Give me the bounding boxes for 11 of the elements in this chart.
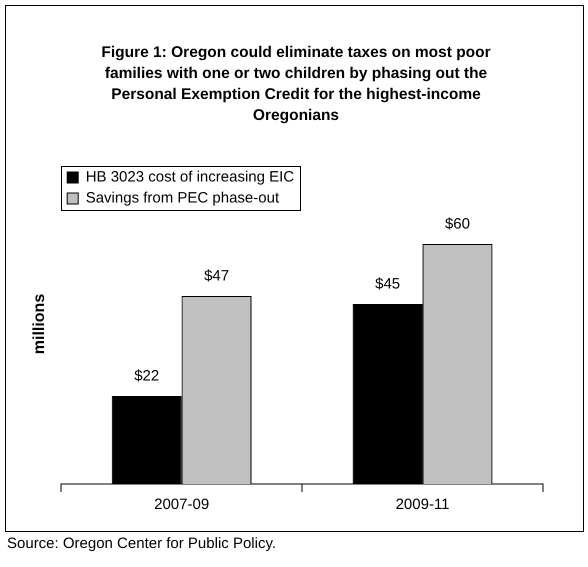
- x-tick-label: 2009-11: [396, 496, 450, 514]
- chart-title: Figure 1: Oregon could eliminate taxes on most poor families with one or two children by phasing out the Personal Exemption Credit for the highest-income Oregonians: [100, 43, 492, 126]
- data-label: $60: [444, 216, 470, 233]
- source-note: Source: Oregon Center for Public Policy.: [7, 535, 276, 552]
- data-label: $22: [134, 368, 160, 385]
- legend-label: HB 3023 cost of increasing EIC: [86, 168, 294, 186]
- y-axis-title: millions: [31, 294, 48, 354]
- data-label: $47: [204, 268, 230, 285]
- x-tick-label: 2007-09: [154, 496, 210, 514]
- data-label: $45: [375, 276, 400, 293]
- legend-label: Savings from PEC phase-out: [86, 190, 280, 207]
